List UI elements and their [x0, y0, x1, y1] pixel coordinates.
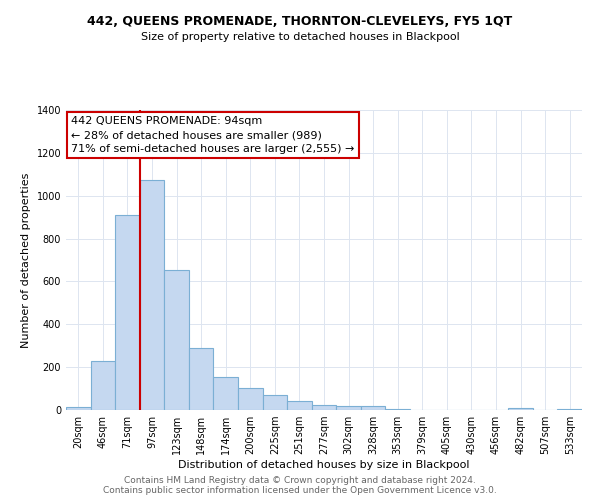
Bar	[385, 409, 410, 410]
X-axis label: Distribution of detached houses by size in Blackpool: Distribution of detached houses by size …	[178, 460, 470, 470]
Bar	[189, 348, 214, 410]
Bar	[91, 360, 115, 410]
Bar	[287, 402, 312, 410]
Y-axis label: Number of detached properties: Number of detached properties	[21, 172, 31, 348]
Text: 442, QUEENS PROMENADE, THORNTON-CLEVELEYS, FY5 1QT: 442, QUEENS PROMENADE, THORNTON-CLEVELEY…	[88, 15, 512, 28]
Text: Size of property relative to detached houses in Blackpool: Size of property relative to detached ho…	[140, 32, 460, 42]
Bar	[115, 215, 140, 410]
Bar	[312, 404, 336, 410]
Bar	[164, 270, 189, 410]
Text: Contains HM Land Registry data © Crown copyright and database right 2024.
Contai: Contains HM Land Registry data © Crown c…	[103, 476, 497, 495]
Bar	[238, 388, 263, 410]
Bar	[263, 395, 287, 410]
Bar	[557, 409, 582, 410]
Text: 442 QUEENS PROMENADE: 94sqm
← 28% of detached houses are smaller (989)
71% of se: 442 QUEENS PROMENADE: 94sqm ← 28% of det…	[71, 116, 355, 154]
Bar	[140, 180, 164, 410]
Bar	[336, 406, 361, 410]
Bar	[508, 408, 533, 410]
Bar	[361, 406, 385, 410]
Bar	[214, 377, 238, 410]
Bar	[66, 407, 91, 410]
